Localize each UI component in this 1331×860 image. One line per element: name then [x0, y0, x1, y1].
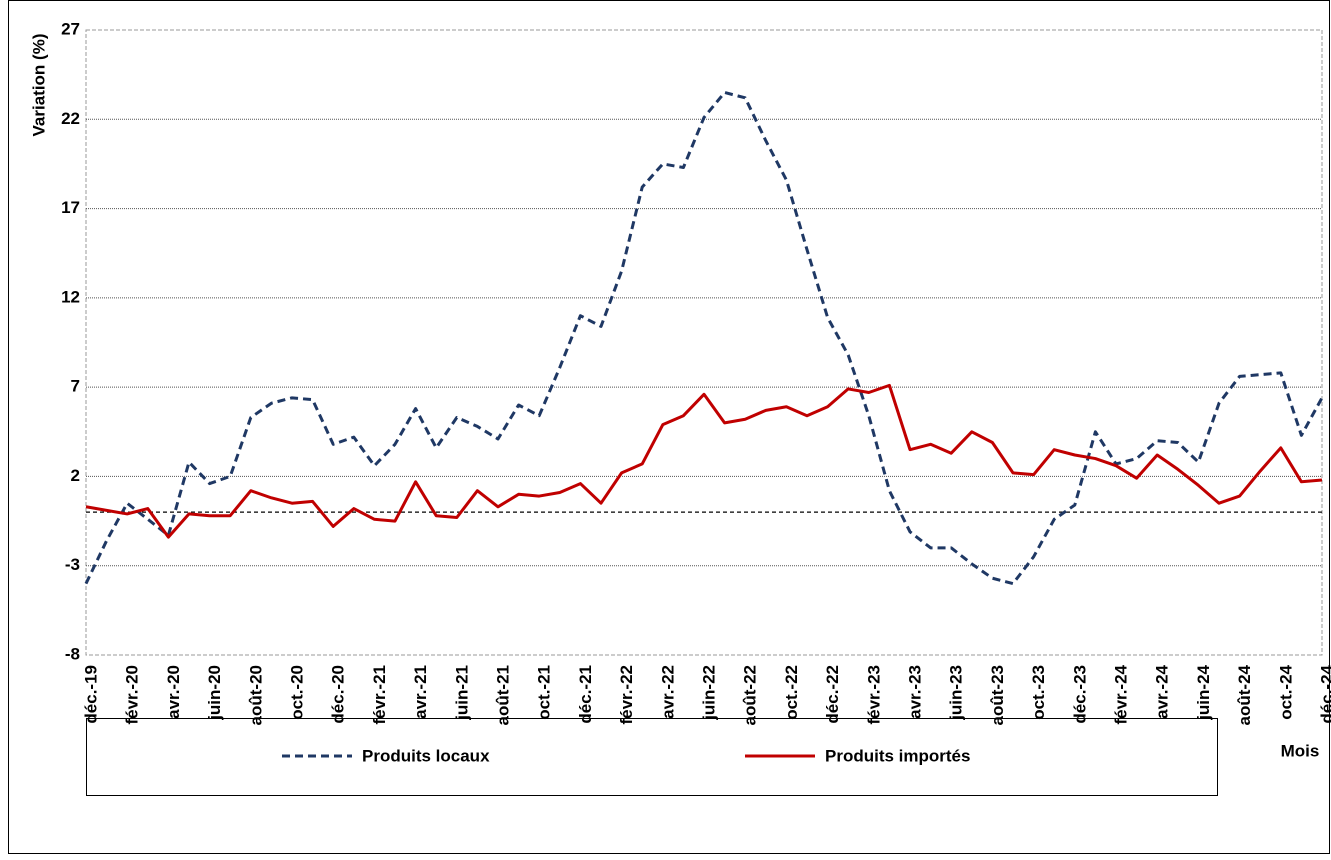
y-tick-label: -8	[65, 644, 80, 663]
outer-frame	[8, 0, 1330, 854]
x-tick-label: juin-23	[947, 665, 966, 721]
x-tick-label: oct.-20	[287, 665, 306, 720]
y-tick-label: 22	[61, 109, 80, 128]
y-axis-label: Variation (%)	[29, 34, 48, 137]
y-tick-label: 2	[71, 466, 80, 485]
x-tick-label: avr.-21	[411, 665, 430, 719]
legend-label: Produits locaux	[362, 746, 490, 765]
x-tick-label: juin-22	[699, 665, 718, 721]
x-tick-label: août-24	[1235, 664, 1254, 725]
x-tick-label: juin-24	[1194, 664, 1213, 720]
x-tick-label: avr.-22	[658, 665, 677, 719]
x-tick-label: déc.-24	[1317, 664, 1331, 723]
x-tick-label: juin-20	[205, 665, 224, 721]
x-tick-label: déc.-20	[329, 665, 348, 724]
x-tick-label: févr.-24	[1111, 664, 1130, 724]
series-line	[84, 91, 1324, 586]
x-tick-label: févr.-20	[123, 665, 142, 725]
x-axis-label: Mois	[1281, 741, 1320, 760]
x-tick-label: déc.-21	[576, 665, 595, 724]
legend-label: Produits importés	[825, 746, 970, 765]
x-tick-label: févr.-22	[617, 665, 636, 725]
x-tick-label: oct.-24	[1276, 664, 1295, 719]
x-tick-label: août-21	[493, 665, 512, 725]
x-tick-label: août-20	[246, 665, 265, 725]
series-line	[85, 383, 1323, 539]
x-tick-label: déc.-22	[823, 665, 842, 724]
x-tick-label: août-23	[988, 665, 1007, 725]
y-tick-label: 17	[61, 198, 80, 217]
y-tick-label: 12	[61, 287, 80, 306]
x-tick-label: avr.-24	[1153, 664, 1172, 718]
y-tick-label: 27	[61, 19, 80, 38]
x-tick-label: août-22	[741, 665, 760, 725]
x-tick-label: oct.-21	[535, 665, 554, 720]
x-tick-label: déc.-23	[1070, 665, 1089, 724]
x-tick-label: avr.-20	[164, 665, 183, 719]
x-tick-label: déc.-19	[81, 665, 100, 724]
x-tick-label: oct.-23	[1029, 665, 1048, 720]
x-tick-label: avr.-23	[905, 665, 924, 719]
plot-frame	[85, 29, 1323, 656]
x-tick-label: oct.-22	[782, 665, 801, 720]
x-tick-label: févr.-21	[370, 665, 389, 725]
legend-box	[86, 718, 1218, 796]
y-tick-label: 7	[71, 377, 80, 396]
y-tick-label: -3	[65, 555, 80, 574]
x-tick-label: juin-21	[452, 665, 471, 721]
x-tick-label: févr.-23	[864, 665, 883, 725]
